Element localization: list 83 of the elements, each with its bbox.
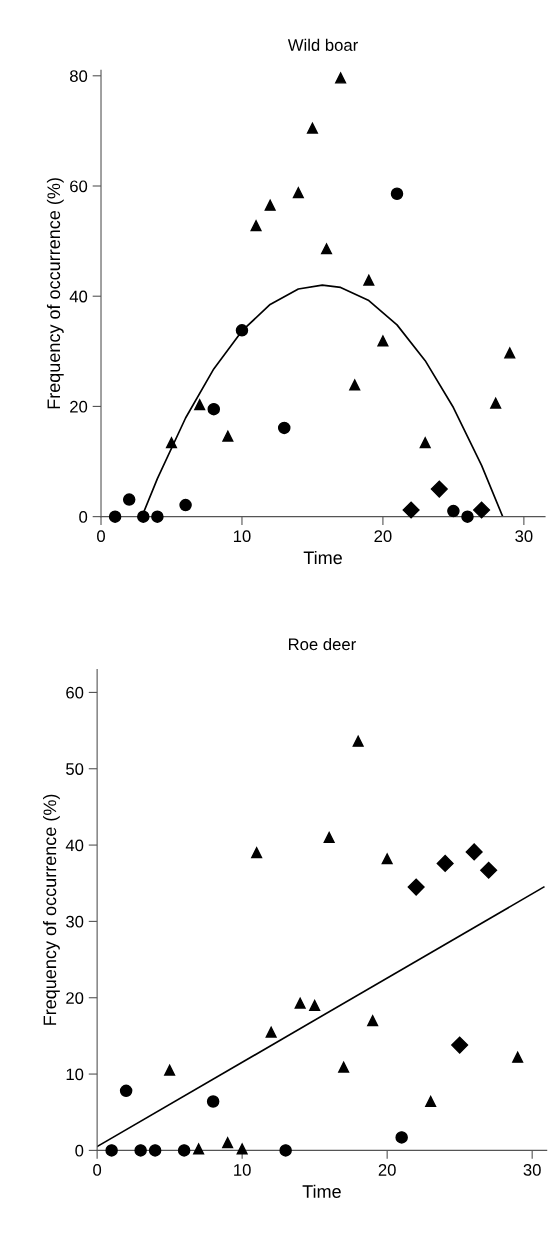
point: [419, 437, 431, 449]
point: [206, 1095, 220, 1108]
point: [105, 1144, 118, 1157]
point: [222, 1137, 234, 1149]
point: [425, 1095, 437, 1108]
point: [277, 421, 291, 435]
point: [390, 187, 404, 200]
y-axis-title: Frequency of occurrence (%): [46, 178, 64, 409]
y-tick-label: 80: [70, 70, 88, 82]
point: [349, 379, 361, 391]
point: [473, 501, 491, 519]
point: [122, 493, 136, 506]
point: [402, 501, 420, 519]
point: [461, 510, 474, 523]
point: [465, 843, 483, 861]
x-tick-label: 30: [515, 530, 533, 543]
y-tick-label: 40: [65, 839, 84, 852]
point: [279, 1144, 292, 1157]
point: [309, 999, 321, 1011]
point: [179, 498, 192, 512]
point: [108, 510, 122, 523]
point: [193, 1143, 205, 1155]
y-tick-label: 60: [66, 686, 84, 699]
point: [320, 243, 333, 255]
y-tick-label: 10: [66, 1068, 84, 1081]
y-tick-label: 60: [70, 180, 88, 193]
x-axis-title: Time: [303, 550, 342, 565]
x-tick-label: 10: [234, 1164, 251, 1176]
point: [367, 1015, 379, 1027]
y-tick-label: 0: [75, 1144, 84, 1157]
point: [251, 847, 263, 859]
point: [137, 510, 150, 523]
chart-title: Roe deer: [288, 638, 356, 651]
point: [148, 1144, 162, 1157]
point: [165, 437, 178, 449]
point: [447, 504, 460, 518]
y-axis-title: Frequency of occurrence (%): [43, 794, 60, 1025]
point: [363, 274, 375, 286]
point: [381, 853, 393, 865]
point: [164, 1064, 176, 1076]
point: [151, 510, 164, 523]
point: [512, 1051, 524, 1063]
x-tick-label: 30: [523, 1164, 541, 1176]
point: [236, 1143, 248, 1155]
point: [430, 480, 448, 498]
point: [265, 1026, 277, 1038]
y-tick-label: 40: [69, 290, 88, 303]
point: [222, 430, 234, 442]
point: [338, 1061, 350, 1073]
point: [294, 997, 306, 1009]
point: [352, 735, 364, 747]
point: [235, 324, 249, 337]
x-axis-title: Time: [302, 1184, 341, 1198]
point: [451, 1036, 469, 1054]
point: [436, 854, 454, 872]
point: [134, 1144, 147, 1157]
point: [323, 831, 335, 843]
y-tick-label: 30: [66, 915, 84, 928]
y-tick-label: 50: [66, 763, 84, 775]
y-tick-label: 20: [70, 400, 88, 413]
point: [292, 187, 304, 199]
x-tick-label: 0: [93, 1164, 102, 1176]
x-tick-label: 20: [378, 1164, 396, 1176]
x-tick-label: 20: [374, 530, 392, 543]
point: [207, 402, 221, 416]
point: [194, 399, 206, 411]
y-tick-label: 20: [66, 992, 84, 1004]
point: [490, 397, 502, 409]
x-tick-label: 0: [97, 530, 105, 543]
point: [335, 72, 347, 84]
y-tick-label: 0: [79, 511, 88, 523]
point: [407, 878, 425, 896]
point: [177, 1144, 191, 1157]
x-tick-label: 10: [233, 530, 251, 543]
point: [377, 335, 389, 347]
chart-title: Wild boar: [287, 38, 358, 51]
point: [119, 1084, 133, 1098]
point: [264, 199, 276, 211]
point: [306, 122, 318, 134]
point: [504, 347, 516, 359]
point: [395, 1131, 408, 1144]
point: [250, 220, 262, 232]
point: [480, 861, 498, 879]
